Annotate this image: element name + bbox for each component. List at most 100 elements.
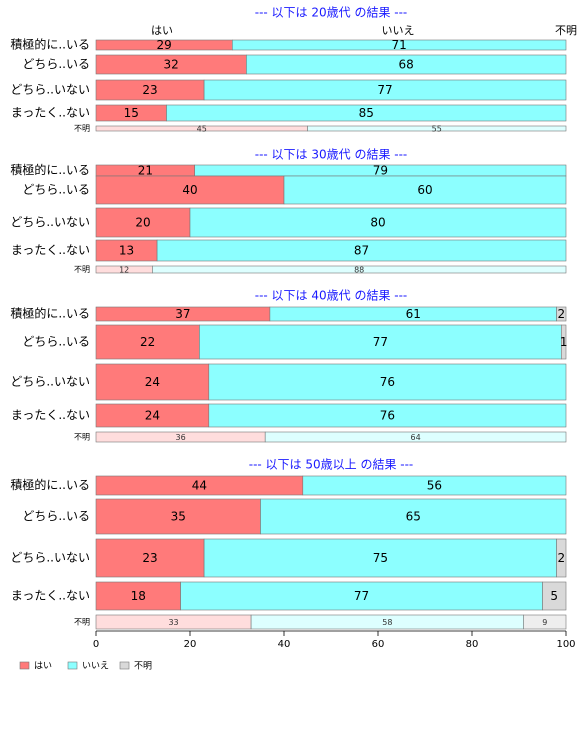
data-label: 12 [119,266,129,275]
bar-segment [95,498,261,535]
data-label: 24 [145,375,160,389]
data-label: 76 [380,375,395,389]
bar-segment [208,403,567,428]
bar-segment [556,306,567,322]
data-label: 64 [411,433,421,442]
data-label: 29 [157,38,172,52]
data-label: 33 [168,618,178,627]
data-label: 88 [354,266,364,275]
data-label: 61 [406,307,421,321]
row-label: まったく..ない [11,589,90,603]
x-tick-label: 40 [278,639,291,650]
data-label: 9 [542,618,547,627]
bar-segment [232,39,567,51]
data-label: 87 [354,244,369,258]
bar-segment [208,363,567,401]
data-label: 65 [406,510,421,524]
legend-label: いいえ [82,661,109,672]
data-label: 32 [164,58,179,72]
legend-label: はい [34,661,52,672]
data-label: 15 [124,106,139,120]
data-label: 40 [182,183,197,197]
row-label: 積極的に..いる [10,37,90,52]
row-label: どちら..いない [10,551,90,565]
bar-segment [95,538,205,578]
data-label: 2 [557,551,565,565]
bar-segment [556,538,567,578]
bar-segment [283,175,567,205]
bar-segment [203,538,557,578]
row-label: まったく..ない [11,243,90,257]
row-label: どちら..いない [10,215,90,229]
legend-swatch [119,661,130,670]
x-tick-label: 0 [93,639,99,650]
row-label: どちら..いる [22,57,90,71]
bar-segment [542,581,567,611]
column-header: 不明 [555,24,577,37]
bar-segment [203,79,567,101]
x-tick-label: 20 [184,639,197,650]
x-tick-label: 100 [556,639,575,650]
data-label: 75 [373,551,388,565]
data-label: 45 [197,125,207,134]
data-label: 71 [392,38,407,52]
data-label: 20 [135,216,150,230]
data-label: 77 [373,335,388,349]
panel-title: --- 以下は 30歳代 の結果 --- [255,148,408,162]
bar-segment [166,104,567,122]
data-label: 60 [417,183,432,197]
bar-segment [560,324,567,360]
bar-segment [523,614,567,630]
bar-segment [95,207,191,238]
row-label: 不明 [74,433,90,442]
data-label: 85 [359,106,374,120]
data-label: 56 [427,479,442,493]
data-label: 21 [138,164,153,178]
data-label: 22 [140,335,155,349]
data-label: 13 [119,244,134,258]
data-label: 80 [370,216,385,230]
legend-swatch [67,661,78,670]
data-label: 35 [171,510,186,524]
row-label: どちら..いる [22,335,90,349]
panel-title: --- 以下は 20歳代 の結果 --- [255,6,408,20]
data-label: 37 [175,307,190,321]
bar-segment [260,498,567,535]
data-label: 2 [557,307,565,321]
data-label: 24 [145,409,160,423]
data-label: 1 [560,335,568,349]
legend-swatch [19,661,30,670]
bar-segment [95,363,210,401]
bar-segment [95,324,200,360]
row-label: まったく..ない [11,106,90,120]
row-label: どちら..いない [10,83,90,97]
data-label: 76 [380,409,395,423]
bar-segment [302,475,567,496]
data-label: 44 [192,479,207,493]
data-label: 77 [354,589,369,603]
data-label: 79 [373,164,388,178]
bar-segment [307,125,567,132]
column-header: いいえ [382,24,415,37]
legend-label: 不明 [134,661,152,672]
row-label: 積極的に..いる [10,162,90,177]
x-tick-label: 60 [372,639,385,650]
data-label: 5 [550,589,558,603]
x-tick-label: 80 [466,639,479,650]
row-label: まったく..ない [11,408,90,422]
bar-segment [246,54,567,75]
data-label: 68 [399,58,414,72]
data-label: 58 [382,618,392,627]
data-label: 36 [176,433,186,442]
bar-segment [152,265,567,274]
data-label: 18 [131,589,146,603]
bar-segment [156,239,567,262]
panel-title: --- 以下は 40歳代 の結果 --- [255,289,408,303]
row-label: 不明 [74,124,90,133]
column-header: はい [151,24,173,37]
data-label: 23 [142,83,157,97]
bar-segment [95,175,285,205]
data-label: 23 [142,551,157,565]
bar-segment [264,431,567,443]
